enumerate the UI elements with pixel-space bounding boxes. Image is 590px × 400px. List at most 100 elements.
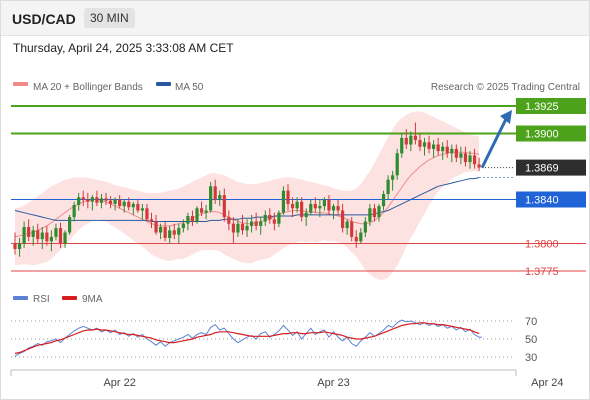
- main-legend: MA 20 + Bollinger Bands MA 50 Research ©…: [13, 82, 580, 93]
- bollinger-band: [15, 111, 480, 280]
- candle-body: [199, 208, 204, 213]
- candle-body: [277, 212, 281, 224]
- bollinger-band-layer: [15, 111, 480, 280]
- candle-body: [327, 199, 331, 211]
- candle-body: [236, 223, 240, 233]
- candle-body: [240, 223, 245, 231]
- rsi-line: [14, 319, 480, 357]
- candle-body: [227, 217, 231, 224]
- candle-body: [213, 186, 217, 200]
- candle-body: [400, 137, 404, 154]
- candle-body: [254, 221, 258, 226]
- legend-swatch-9ma: [62, 296, 77, 300]
- candle-body: [68, 217, 72, 233]
- candle-body: [409, 135, 413, 145]
- candle-body: [250, 221, 254, 226]
- candle-body: [354, 236, 358, 242]
- candle-body: [272, 219, 276, 224]
- candle-body: [450, 148, 454, 154]
- timeframe-badge[interactable]: 30 MIN: [84, 8, 135, 28]
- projection-arrow-layer: [480, 110, 512, 169]
- candle-body: [454, 148, 458, 158]
- header-bar: USD/CAD 30 MIN: [1, 1, 589, 36]
- legend-label-rsi: RSI: [33, 294, 50, 305]
- rsi-legend: RSI 9MA: [13, 294, 103, 305]
- candle-body: [304, 212, 308, 218]
- candle-body: [127, 201, 131, 208]
- candle-body: [13, 243, 17, 249]
- candle-body: [259, 221, 263, 226]
- credit-text: Research © 2025 Trading Central: [431, 82, 580, 93]
- candle-body: [181, 223, 185, 229]
- candle-body: [172, 230, 176, 235]
- candle-body: [209, 186, 213, 211]
- rsi-panel: 70 50 30: [11, 316, 537, 364]
- candle-body: [159, 227, 163, 233]
- price-level-layer: [11, 105, 586, 272]
- candle-body: [290, 203, 295, 209]
- price-box-1.3900: [516, 125, 586, 142]
- candle-body: [81, 197, 85, 200]
- candle-body: [427, 142, 431, 149]
- candle-body: [468, 155, 472, 163]
- candle-body: [313, 203, 317, 209]
- candle-body: [441, 146, 445, 152]
- candle-body: [108, 200, 113, 204]
- candle-body: [45, 232, 49, 242]
- candle-body: [477, 164, 481, 168]
- candle-body: [131, 203, 135, 208]
- candle-body: [77, 197, 81, 205]
- candle-body: [218, 195, 222, 200]
- candle-body: [281, 190, 286, 213]
- candle-body: [154, 221, 158, 233]
- price-box-1.3925: [516, 98, 586, 114]
- candle-body: [122, 201, 126, 207]
- candle-body: [17, 243, 22, 249]
- candle-body: [49, 236, 53, 242]
- price-box-1.3840: [516, 191, 586, 208]
- legend-swatch-ma20: [13, 82, 28, 86]
- candle-body: [459, 153, 463, 158]
- candle-body: [195, 208, 199, 222]
- price-label-layer: 1.3925 1.3900 1.3869 1.3840 1.3800 1.3775: [516, 98, 586, 278]
- candle-body: [381, 194, 386, 207]
- price-label-1.3775: 1.3775: [525, 266, 559, 278]
- candle-body: [300, 201, 304, 218]
- candle-body: [372, 208, 377, 218]
- candle-body: [136, 203, 140, 211]
- candle-body: [95, 197, 99, 203]
- candle-body: [22, 227, 26, 244]
- candle-body: [245, 225, 249, 231]
- rsi-tick-30: 30: [525, 352, 537, 364]
- candle-body: [341, 210, 345, 229]
- candle-body: [418, 140, 422, 147]
- candle-body: [204, 210, 208, 213]
- candle-body: [222, 195, 226, 218]
- candle-body: [472, 155, 477, 165]
- candle-body: [177, 228, 181, 235]
- candle-body: [168, 230, 172, 238]
- candle-body: [322, 199, 326, 207]
- candle-body: [345, 221, 349, 229]
- candle-body: [368, 208, 372, 222]
- candle-body: [350, 221, 354, 237]
- datetime-label: Thursday, April 24, 2025 3:33:08 AM CET: [13, 41, 234, 55]
- candle-body: [377, 206, 381, 218]
- candle-body: [113, 199, 117, 204]
- price-label-1.3900: 1.3900: [525, 129, 559, 141]
- candle-body: [27, 227, 31, 237]
- candle-body: [163, 227, 167, 238]
- candle-body: [286, 190, 290, 204]
- legend-label-ma20: MA 20 + Bollinger Bands: [33, 82, 143, 93]
- candle-body: [386, 179, 390, 194]
- candle-body: [40, 232, 44, 240]
- candle-body: [363, 221, 367, 233]
- legend-label-9ma: 9MA: [82, 294, 103, 305]
- candle-body: [190, 216, 195, 222]
- price-label-1.3840: 1.3840: [525, 195, 559, 207]
- candle-body: [90, 197, 94, 202]
- price-box-1.3869: [516, 159, 586, 176]
- candle-body: [54, 228, 58, 237]
- candle-body: [445, 146, 449, 154]
